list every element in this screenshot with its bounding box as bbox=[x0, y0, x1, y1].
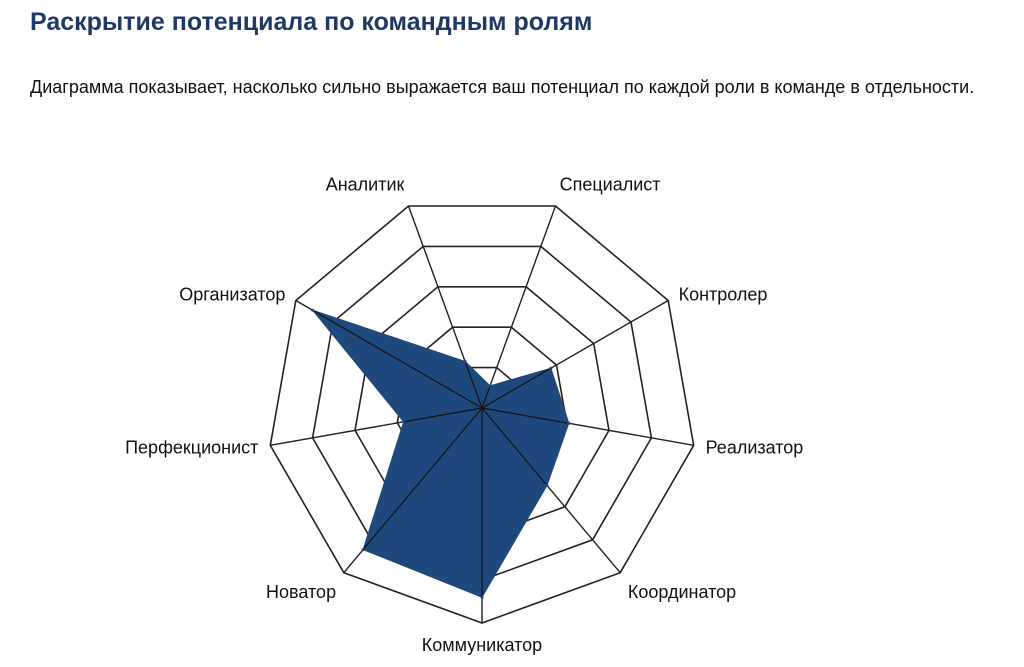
category-label: Аналитик bbox=[326, 175, 405, 195]
page-title: Раскрытие потенциала по командным ролям bbox=[30, 8, 593, 36]
data-spoke bbox=[481, 385, 491, 409]
data-point bbox=[311, 308, 315, 312]
radar-category-labels: Специалист Контролер Реализатор Координатор… bbox=[125, 175, 803, 655]
category-label: Специалист bbox=[560, 175, 661, 195]
data-spoke bbox=[312, 309, 483, 409]
category-label: Перфекционист bbox=[125, 437, 258, 457]
category-label: Контролер bbox=[679, 285, 768, 305]
data-spoke bbox=[481, 407, 548, 486]
radar-data bbox=[311, 308, 571, 599]
category-label: Организатор bbox=[179, 285, 285, 305]
data-point bbox=[463, 360, 467, 363]
data-point bbox=[567, 421, 571, 425]
category-label: Реализатор bbox=[706, 437, 804, 457]
data-spoke bbox=[481, 367, 552, 409]
data-spoke bbox=[464, 361, 483, 409]
data-point bbox=[545, 483, 549, 487]
grid-spoke bbox=[481, 205, 557, 409]
data-point bbox=[549, 366, 553, 370]
data-point bbox=[480, 595, 484, 599]
data-area bbox=[311, 309, 570, 598]
grid-ring bbox=[269, 205, 695, 624]
data-spoke bbox=[362, 407, 483, 550]
category-label: Координатор bbox=[628, 582, 736, 602]
page-description: Диаграмма показывает, насколько сильно в… bbox=[30, 77, 975, 97]
data-spoke bbox=[481, 407, 569, 424]
data-point bbox=[402, 420, 406, 424]
category-label: Коммуникатор bbox=[422, 635, 542, 655]
data-point bbox=[488, 384, 492, 388]
data-point bbox=[361, 548, 365, 552]
data-spoke bbox=[403, 407, 483, 423]
category-label: Новатор bbox=[266, 582, 336, 602]
